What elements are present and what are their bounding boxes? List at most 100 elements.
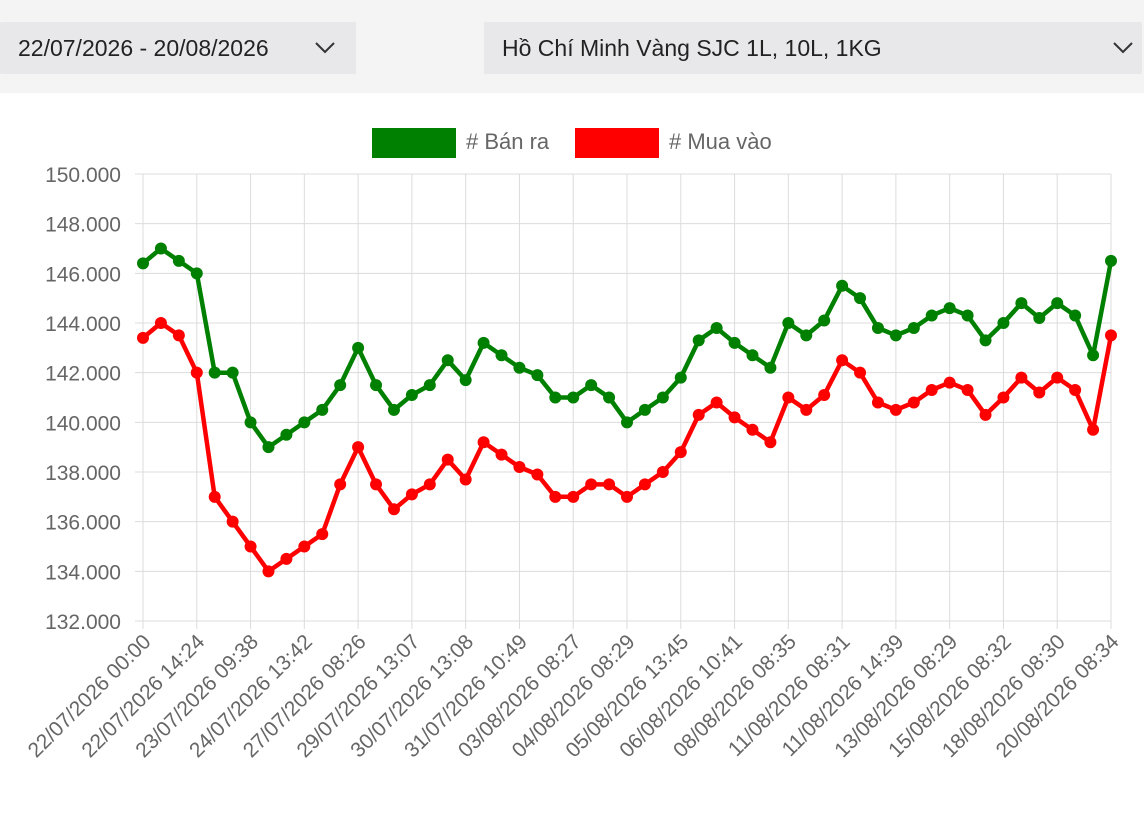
data-point[interactable] — [244, 540, 257, 553]
data-point[interactable] — [405, 389, 418, 402]
legend-swatch[interactable] — [372, 128, 456, 158]
data-point[interactable] — [818, 314, 831, 327]
data-point[interactable] — [334, 478, 347, 491]
data-point[interactable] — [513, 361, 526, 374]
data-point[interactable] — [692, 334, 705, 347]
data-point[interactable] — [674, 371, 687, 384]
data-point[interactable] — [746, 423, 759, 436]
data-point[interactable] — [961, 384, 974, 397]
data-point[interactable] — [172, 329, 185, 342]
data-point[interactable] — [370, 478, 383, 491]
data-point[interactable] — [943, 302, 956, 315]
data-point[interactable] — [531, 369, 544, 382]
data-point[interactable] — [710, 321, 723, 334]
data-point[interactable] — [979, 408, 992, 421]
data-point[interactable] — [621, 416, 633, 429]
data-point[interactable] — [854, 366, 867, 379]
data-point[interactable] — [441, 354, 454, 367]
product-select[interactable]: Hồ Chí Minh Vàng SJC 1L, 10L, 1KG — [484, 22, 1142, 74]
data-point[interactable] — [979, 334, 992, 347]
data-point[interactable] — [154, 317, 167, 329]
data-point[interactable] — [746, 349, 759, 362]
data-point[interactable] — [800, 329, 813, 342]
data-point[interactable] — [1033, 386, 1046, 399]
data-point[interactable] — [836, 279, 849, 292]
data-point[interactable] — [782, 317, 795, 329]
data-point[interactable] — [800, 403, 813, 416]
data-point[interactable] — [531, 468, 544, 481]
data-point[interactable] — [370, 379, 383, 392]
data-point[interactable] — [280, 552, 293, 565]
data-point[interactable] — [137, 331, 149, 344]
data-point[interactable] — [190, 267, 203, 280]
data-point[interactable] — [1105, 329, 1117, 342]
data-point[interactable] — [262, 565, 275, 578]
data-point[interactable] — [925, 309, 938, 322]
data-point[interactable] — [907, 396, 920, 409]
legend-label[interactable]: # Bán ra — [466, 129, 550, 154]
data-point[interactable] — [495, 448, 508, 461]
data-point[interactable] — [1051, 297, 1064, 310]
data-point[interactable] — [423, 478, 436, 491]
data-point[interactable] — [1033, 312, 1046, 325]
data-point[interactable] — [1051, 371, 1064, 384]
data-point[interactable] — [226, 515, 239, 528]
data-point[interactable] — [549, 490, 562, 503]
data-point[interactable] — [728, 336, 741, 349]
data-point[interactable] — [567, 490, 580, 503]
data-point[interactable] — [262, 441, 275, 454]
data-point[interactable] — [656, 391, 669, 404]
data-point[interactable] — [1015, 371, 1028, 384]
data-point[interactable] — [387, 403, 400, 416]
data-point[interactable] — [352, 341, 365, 354]
data-point[interactable] — [459, 473, 472, 486]
data-point[interactable] — [477, 436, 490, 449]
data-point[interactable] — [782, 391, 795, 404]
data-point[interactable] — [1069, 309, 1082, 322]
data-point[interactable] — [836, 354, 849, 367]
data-point[interactable] — [1105, 254, 1117, 267]
data-point[interactable] — [154, 242, 167, 255]
data-point[interactable] — [280, 428, 293, 441]
data-point[interactable] — [405, 488, 418, 501]
legend-label[interactable]: # Mua vào — [669, 129, 772, 154]
data-point[interactable] — [459, 374, 472, 387]
data-point[interactable] — [1087, 423, 1100, 436]
data-point[interactable] — [208, 490, 221, 503]
data-point[interactable] — [585, 478, 598, 491]
data-point[interactable] — [137, 257, 149, 270]
data-point[interactable] — [298, 540, 311, 553]
data-point[interactable] — [585, 379, 598, 392]
data-point[interactable] — [854, 292, 867, 305]
data-point[interactable] — [943, 376, 956, 389]
data-point[interactable] — [495, 349, 508, 362]
data-point[interactable] — [1087, 349, 1100, 362]
legend-swatch[interactable] — [575, 128, 659, 158]
data-point[interactable] — [567, 391, 580, 404]
data-point[interactable] — [889, 403, 902, 416]
data-point[interactable] — [513, 461, 526, 474]
data-point[interactable] — [674, 446, 687, 459]
data-point[interactable] — [692, 408, 705, 421]
data-point[interactable] — [656, 466, 669, 478]
data-point[interactable] — [638, 403, 651, 416]
data-point[interactable] — [764, 436, 777, 449]
data-point[interactable] — [997, 391, 1010, 404]
data-point[interactable] — [244, 416, 257, 429]
data-point[interactable] — [1015, 297, 1028, 310]
data-point[interactable] — [871, 396, 884, 409]
data-point[interactable] — [603, 478, 616, 491]
data-point[interactable] — [316, 403, 329, 416]
data-point[interactable] — [316, 528, 329, 541]
data-point[interactable] — [423, 379, 436, 392]
data-point[interactable] — [871, 321, 884, 334]
data-point[interactable] — [728, 411, 741, 424]
date-range-select[interactable]: 22/07/2026 - 20/08/2026 — [0, 22, 356, 74]
data-point[interactable] — [1069, 384, 1082, 397]
data-point[interactable] — [549, 391, 562, 404]
data-point[interactable] — [334, 379, 347, 392]
data-point[interactable] — [477, 336, 490, 349]
data-point[interactable] — [190, 366, 203, 379]
data-point[interactable] — [298, 416, 311, 429]
data-point[interactable] — [710, 396, 723, 409]
